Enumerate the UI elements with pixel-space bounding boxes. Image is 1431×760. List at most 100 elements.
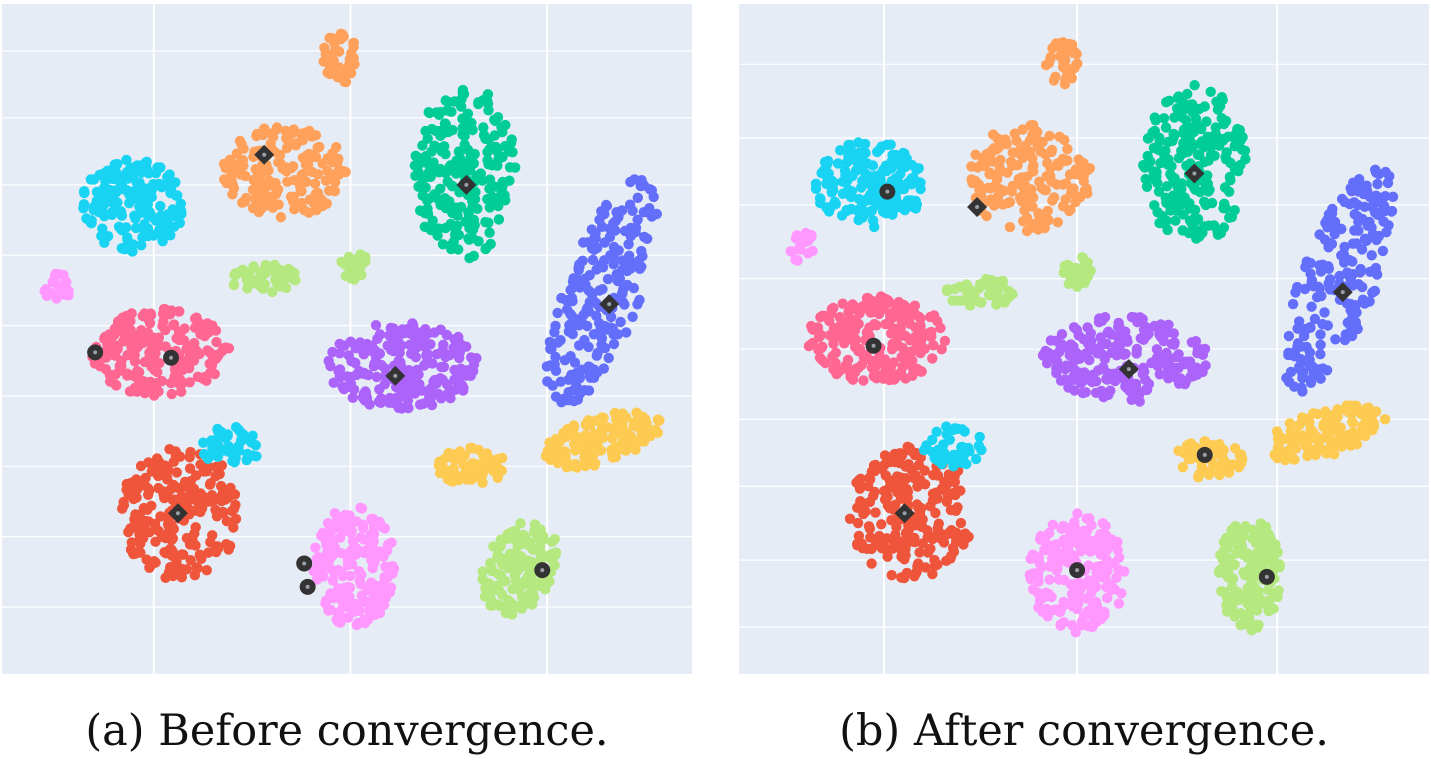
data-point [1102,592,1113,603]
data-point [1054,51,1066,62]
data-point [333,365,344,377]
data-point [1043,215,1054,226]
data-point [115,317,126,329]
data-point [537,530,549,542]
data-point [1215,565,1226,577]
data-point [955,281,966,292]
data-point [426,123,438,135]
data-point [477,566,488,577]
data-point [236,155,247,166]
data-point [573,263,584,274]
data-point [1095,549,1106,560]
data-point [134,381,145,393]
data-point [1044,130,1055,142]
centroid-center-dot [175,511,180,516]
data-point [1223,562,1234,573]
data-point [645,430,656,442]
data-point [212,423,223,435]
data-point [1378,216,1389,227]
data-point [1086,336,1097,347]
data-point [366,340,378,351]
data-point [642,233,653,244]
data-point [830,357,841,369]
data-point [591,310,602,322]
data-point [1215,549,1226,561]
data-point [1003,292,1015,303]
data-point [500,119,511,131]
data-point [1062,143,1073,155]
data-point [212,451,224,462]
data-point [864,523,876,534]
data-point [534,541,546,552]
data-point [1369,285,1381,297]
caption-a: (a) Before convergence. [85,706,609,756]
data-point [548,449,559,461]
data-point [929,554,940,566]
data-point [1250,530,1261,542]
data-point [1329,216,1341,228]
data-point [492,543,504,554]
data-point [89,358,101,369]
scatter-plot-b [739,4,1429,674]
data-point [116,243,128,254]
data-point [41,290,52,301]
data-point [296,197,307,209]
data-point [99,211,110,222]
data-point [853,475,864,486]
data-point [356,503,368,514]
data-point [1025,553,1036,564]
data-point [850,342,861,353]
data-point [830,347,841,358]
data-point [828,302,839,314]
data-point [331,142,342,153]
data-point [422,208,434,219]
data-point [85,174,97,185]
data-point [484,183,495,194]
data-point [882,491,893,502]
data-point [905,445,916,456]
centroid-center-dot [1075,568,1080,573]
data-point [370,320,382,331]
data-point [1052,217,1063,228]
data-point [1188,449,1199,460]
data-point [1347,238,1359,249]
data-point [134,177,145,188]
data-point [246,437,257,448]
data-point [351,601,362,612]
data-point [340,65,351,76]
data-point [395,357,406,368]
data-point [599,255,610,266]
data-point [599,208,610,220]
data-point [1314,260,1325,271]
data-point [505,137,517,149]
data-point [520,560,531,572]
data-point [1303,358,1314,369]
data-point [1033,576,1044,587]
data-point [126,537,137,548]
data-point [1000,134,1011,145]
data-point [458,88,470,100]
data-point [628,282,639,294]
data-point [192,562,203,574]
data-point [242,448,253,460]
data-point [1073,539,1084,550]
data-point [915,343,926,354]
data-point [1155,157,1166,169]
centroid-center-dot [902,511,907,516]
data-point [416,385,428,396]
data-point [1177,462,1189,473]
data-point [880,470,891,481]
data-point [122,349,133,361]
data-point [438,339,449,350]
data-point [1224,186,1235,197]
data-point [137,337,149,349]
data-point [901,484,913,495]
data-point [138,207,149,218]
data-point [1284,418,1295,429]
data-point [1135,333,1146,344]
data-point [355,532,367,543]
data-point [345,336,356,347]
data-point [424,107,435,119]
data-point [1014,192,1026,203]
data-point [184,539,196,550]
